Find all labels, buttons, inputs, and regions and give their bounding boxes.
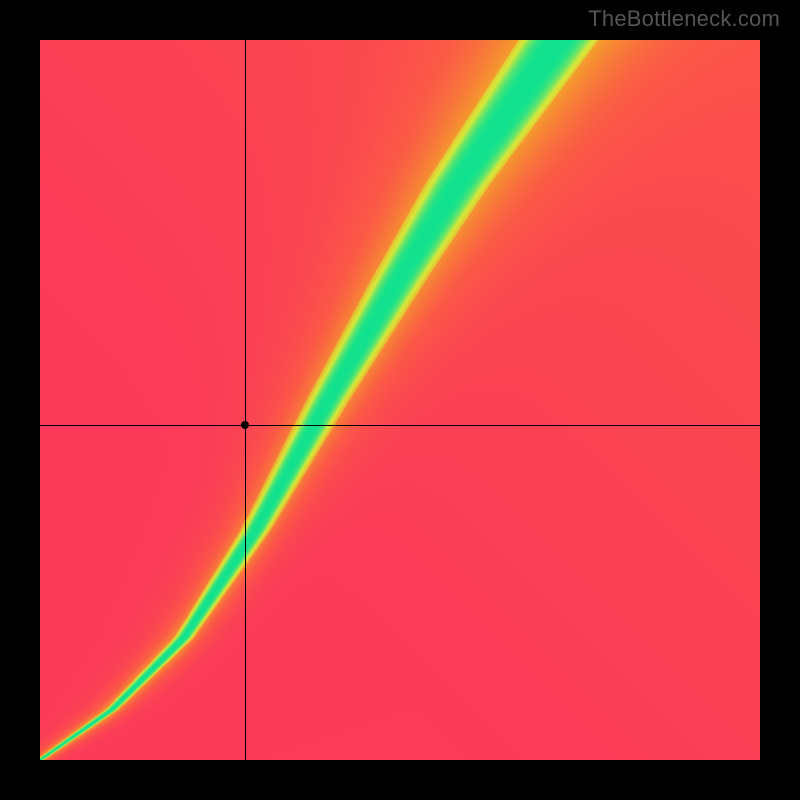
heatmap-canvas <box>40 40 760 760</box>
watermark-text: TheBottleneck.com <box>588 6 780 32</box>
chart-container: TheBottleneck.com <box>0 0 800 800</box>
crosshair-horizontal <box>40 425 760 426</box>
crosshair-marker <box>241 421 249 429</box>
crosshair-vertical <box>245 40 246 760</box>
plot-area <box>40 40 760 760</box>
